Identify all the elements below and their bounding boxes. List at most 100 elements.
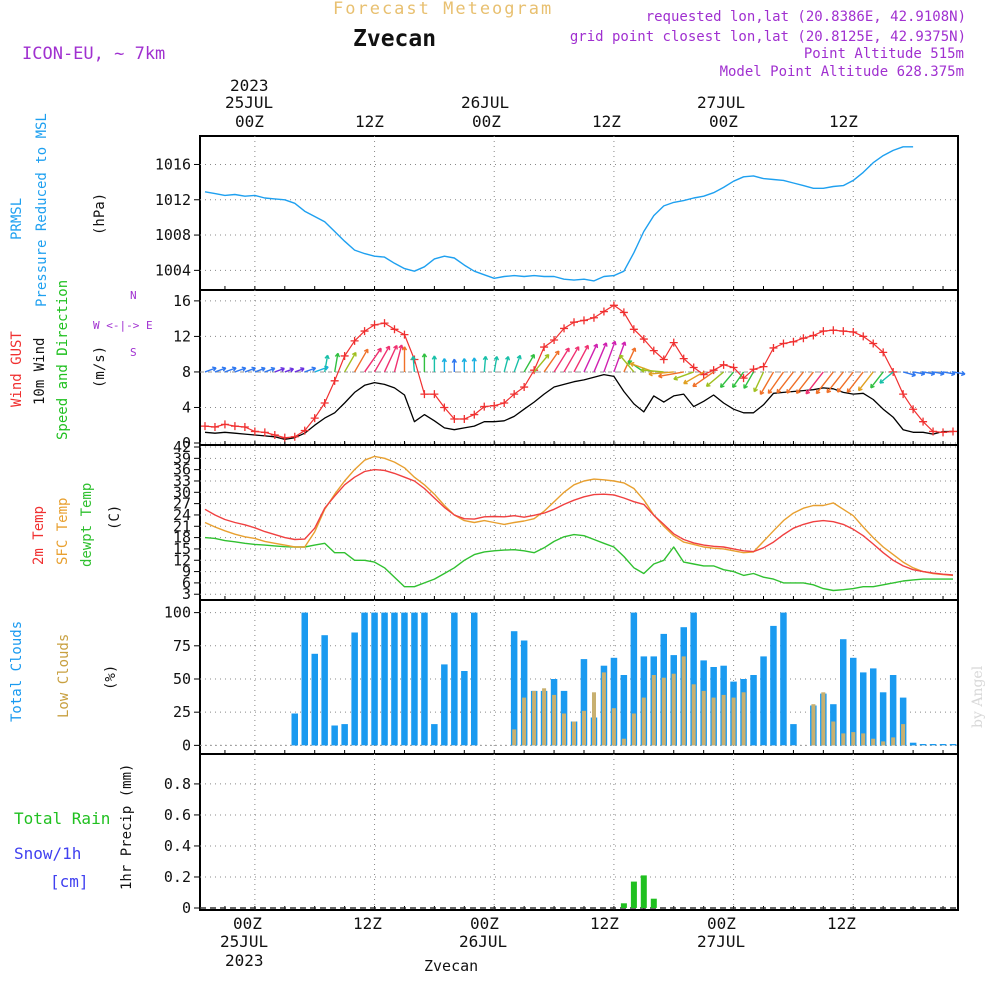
bottom-tick-3: 12Z [590,914,619,933]
bottom-year: 2023 [225,951,264,970]
y-tick-label: 15 [173,540,191,558]
rain-bar [640,875,647,908]
gust-marker [240,423,249,432]
gust-marker [709,366,718,375]
low-cloud-bar [631,713,636,746]
gust-marker [510,390,519,399]
gust-marker [340,351,349,360]
low-cloud-bar [671,673,676,746]
gust-marker [540,343,549,352]
total-cloud-bar [301,612,308,746]
total-cloud-bar [929,744,937,746]
wind-direction-arrow [364,347,382,373]
y-tick-label: 24 [173,506,191,524]
wind-direction-arrow [573,344,589,373]
total-cloud-bar [411,612,418,746]
y-tick-label: 1016 [155,155,191,173]
wind-direction-arrow [857,371,874,392]
wind-direction-arrow [304,366,317,373]
low-cloud-bar [651,675,656,746]
wind-direction-arrow [451,358,458,372]
wind-direction-arrow [324,354,330,373]
gust-marker [470,410,479,419]
gust-marker [290,432,299,441]
y-tick-label: 33 [173,472,191,490]
gust-marker [450,415,459,424]
y-tick-label: 6 [182,574,191,592]
wind-direction-arrow [673,371,694,381]
bottom-date-2: 26JUL [459,932,508,951]
y-tick-label: 18 [173,529,191,547]
wind-direction-arrow [719,371,735,389]
total-cloud-bar [850,657,857,746]
wind-direction-arrow [254,366,266,373]
gust-marker [609,301,618,310]
gust-marker [899,390,908,399]
y-tick-label: 30 [173,483,191,501]
y-tick-label: 42 [173,438,191,456]
total-cloud-bar [690,612,697,746]
total-cloud-bar [401,612,408,746]
panel-frame-4 [199,753,959,911]
wind-direction-arrow [421,353,428,372]
wind-direction-arrow [334,352,341,373]
total-cloud-bar [949,744,957,746]
total-cloud-bar [391,612,398,746]
precip-units: 1hr Precip (mm) [119,763,135,890]
y-tick-label: 0 [182,899,191,917]
gust-marker [749,365,758,374]
wind-direction-arrow [482,355,489,372]
total-cloud-bar [580,659,588,746]
y-tick-label: 21 [173,517,191,535]
y-tick-label: 8 [182,363,191,381]
gust-marker [739,374,748,383]
total-cloud-bar [840,639,847,746]
low-cloud-bar [721,694,726,746]
low-cloud-bar [552,694,557,746]
wind-direction-arrow [753,371,765,393]
bottom-date-3: 27JUL [697,932,746,951]
gust-marker [839,327,848,336]
top-tick-0: 00Z [235,112,264,131]
bottom-tick-4: 00Z [707,914,736,933]
gust-marker [809,331,818,340]
low-cloud-bar [601,672,606,746]
wind-direction-arrow [879,371,894,384]
low-cloud-bar [691,684,696,746]
total-cloud-bar [311,653,318,746]
wind-direction-arrow [583,343,599,373]
low-cloud-bar [881,741,886,746]
gust-marker [560,324,569,333]
low-cloud-bar [821,692,826,746]
y-tick-label: 12 [173,551,191,569]
gust-marker [599,307,608,316]
low-cloud-bar [681,656,686,746]
low-cloud-bar [811,704,816,746]
gust-marker [719,360,728,369]
wind-direction-arrow [805,371,824,395]
wind-units: (m/s) [92,345,108,388]
y-tick-label: 0 [182,736,191,754]
total-cloud-bar [421,612,428,746]
gust-marker [669,338,678,347]
gust-marker [869,339,878,348]
requested-coords: requested lon,lat (20.8386E, 42.9108N) [645,9,966,25]
gust-marker [919,417,928,426]
gust-marker [530,366,539,375]
total-cloud-bar [899,697,907,746]
gust-marker [440,403,449,412]
wind-direction-arrow [836,371,854,393]
low-cloud-bar [512,729,517,746]
wind-direction-arrow [640,367,664,373]
top-tick-3: 12Z [592,112,621,131]
wind-direction-arrow [619,354,635,373]
total-cloud-bar [909,742,917,746]
total-cloud-bar [431,724,438,746]
dewpoint-line [204,533,953,592]
low-cloud-bar [582,710,586,746]
wind-direction-arrow [767,371,785,395]
wind-direction-arrow [658,371,684,379]
gust-marker [849,327,858,336]
total-cloud-bar [620,675,628,746]
gust-marker [939,428,948,437]
